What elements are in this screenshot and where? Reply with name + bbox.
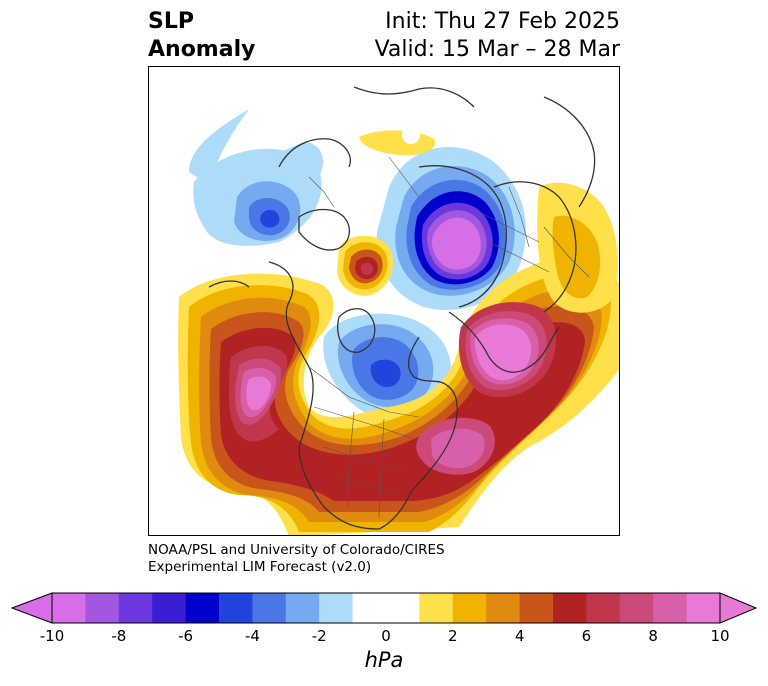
negative-anomaly-region — [260, 209, 280, 228]
colorbar-bin — [85, 593, 120, 623]
positive-anomaly-region — [360, 262, 374, 275]
credit-text: NOAA/PSL and University of Colorado/CIRE… — [148, 542, 445, 576]
colorbar-under-arrow — [10, 592, 53, 624]
colorbar-tick-label: -4 — [244, 627, 260, 645]
colorbar-bin — [118, 593, 153, 623]
positive-anomaly-region — [431, 428, 485, 469]
colorbar-bin — [619, 593, 654, 623]
colorbar-bin — [219, 593, 253, 623]
positive-anomaly-region — [552, 215, 601, 299]
colorbar-bin — [152, 593, 187, 623]
coastlines — [208, 86, 596, 530]
colorbar-tick-label: -6 — [178, 627, 194, 645]
colorbar-unit: hPa — [364, 648, 404, 672]
colorbar-bin — [185, 593, 220, 623]
forecast-dates: Init: Thu 27 Feb 2025 Valid: 15 Mar – 28… — [375, 8, 620, 64]
colorbar-tick-label: 0 — [381, 627, 391, 645]
credit-line-1: NOAA/PSL and University of Colorado/CIRE… — [148, 542, 445, 558]
colorbar-bin — [519, 593, 554, 623]
valid-range: Valid: 15 Mar – 28 Mar — [374, 37, 620, 62]
colorbar-tick-label: 8 — [648, 627, 658, 645]
credit-line-2: Experimental LIM Forecast (v2.0) — [148, 559, 372, 575]
colorbar-bin — [653, 593, 688, 623]
colorbar-bin — [553, 593, 587, 623]
zero-anomaly-spot — [402, 126, 420, 144]
zero-anomaly-spot — [378, 297, 390, 309]
positive-anomaly-region — [359, 130, 435, 156]
colorbar — [10, 592, 758, 624]
colorbar-bin — [285, 593, 320, 623]
colorbar-tick-label: 10 — [710, 627, 730, 645]
colorbar-tick-label: -10 — [39, 627, 65, 645]
positive-anomaly-region — [474, 324, 532, 381]
init-date: Init: Thu 27 Feb 2025 — [385, 9, 620, 34]
map-title: SLP Anomaly — [148, 8, 255, 64]
negative-anomaly-region — [370, 359, 401, 387]
colorbar-bin — [419, 593, 454, 623]
colorbar-bin — [252, 593, 287, 623]
title-line-1: SLP — [148, 9, 194, 34]
title-line-2: Anomaly — [148, 37, 256, 62]
colorbar-tick-label: 2 — [448, 627, 458, 645]
anomaly-map — [148, 66, 620, 536]
colorbar-bin — [352, 593, 420, 623]
colorbar-tick-label: 4 — [514, 627, 525, 645]
colorbar-frame — [51, 592, 721, 624]
positive-anomaly-region — [246, 376, 271, 411]
colorbar-bins — [52, 593, 721, 623]
colorbar-tick-label: 6 — [581, 627, 592, 645]
colorbar-over-arrow — [719, 592, 758, 624]
colorbar-bin — [452, 593, 487, 623]
colorbar-bin — [486, 593, 521, 623]
colorbar-tick-label: -2 — [311, 627, 327, 645]
anomaly-map-canvas — [178, 86, 619, 535]
political-borders — [308, 156, 590, 518]
colorbar-tick-label: -8 — [111, 627, 127, 645]
colorbar-bin — [319, 593, 354, 623]
negative-anomaly-region — [431, 217, 481, 270]
colorbar-bin — [586, 593, 621, 623]
colorbar-bin — [52, 593, 86, 623]
colorbar-bin — [686, 593, 721, 623]
